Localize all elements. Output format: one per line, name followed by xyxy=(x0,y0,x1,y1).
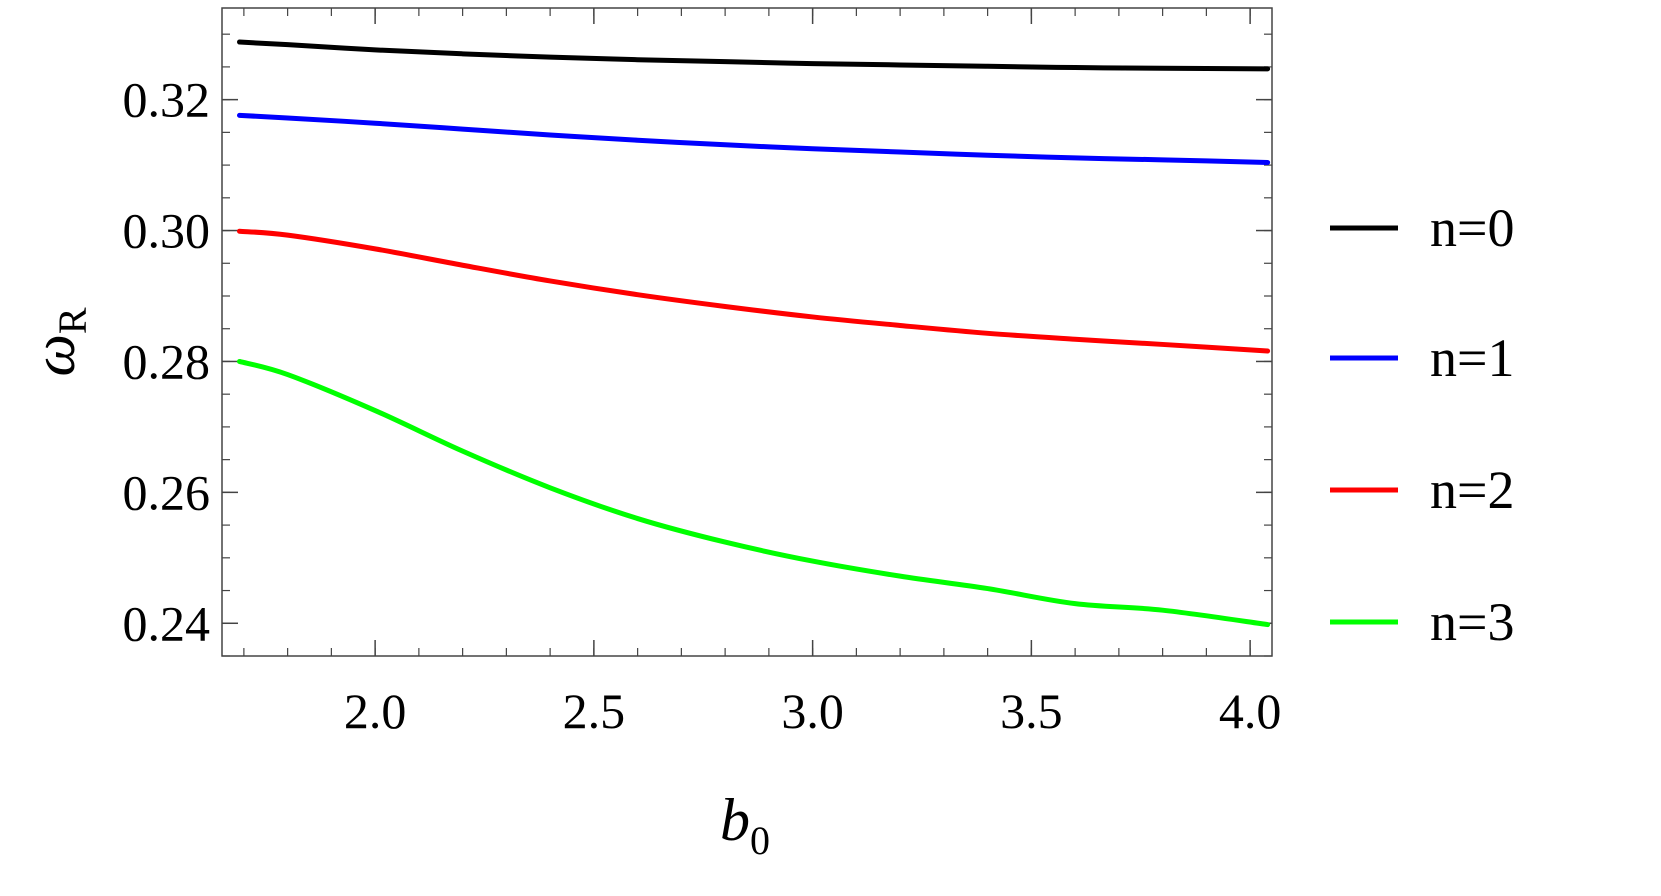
legend-label: n=0 xyxy=(1430,198,1514,258)
series-lines xyxy=(237,39,1271,628)
plot-frame xyxy=(221,7,1273,657)
x-tick-label: 3.0 xyxy=(781,683,844,739)
series-line-n-2 xyxy=(237,228,1271,354)
y-tick-labels: 0.24 0.26 0.28 0.30 0.32 xyxy=(123,72,211,652)
y-tick-label: 0.32 xyxy=(123,72,211,128)
x-tick-label: 2.0 xyxy=(344,683,407,739)
x-tick-label: 2.5 xyxy=(563,683,626,739)
legend-label: n=3 xyxy=(1430,592,1514,652)
legend-label: n=2 xyxy=(1430,460,1514,520)
x-axis-label: b0 xyxy=(720,787,770,863)
major-ticks xyxy=(222,8,1272,656)
series-line-n-3 xyxy=(237,358,1271,628)
x-axis-label-main: b xyxy=(720,787,750,853)
y-axis-label-subscript: R xyxy=(50,307,95,334)
y-tick-label: 0.26 xyxy=(123,464,211,520)
plot-area-border xyxy=(221,7,1273,657)
legend-label: n=1 xyxy=(1430,328,1514,388)
y-tick-label: 0.28 xyxy=(123,333,211,389)
y-axis-label-main: ω xyxy=(21,334,87,376)
x-tick-labels: 2.0 2.5 3.0 3.5 4.0 xyxy=(344,683,1282,739)
series-line-n-0 xyxy=(237,39,1271,72)
y-tick-label: 0.30 xyxy=(123,203,211,259)
x-axis-label-subscript: 0 xyxy=(750,818,770,863)
legend: n=0 n=1 n=2 n=3 xyxy=(1330,198,1514,652)
y-tick-label: 0.24 xyxy=(123,595,211,651)
x-tick-label: 4.0 xyxy=(1219,683,1282,739)
y-axis-label: ωR xyxy=(21,307,95,376)
minor-ticks xyxy=(222,8,1272,657)
x-tick-label: 3.5 xyxy=(1000,683,1063,739)
series-line-n-1 xyxy=(237,112,1271,165)
